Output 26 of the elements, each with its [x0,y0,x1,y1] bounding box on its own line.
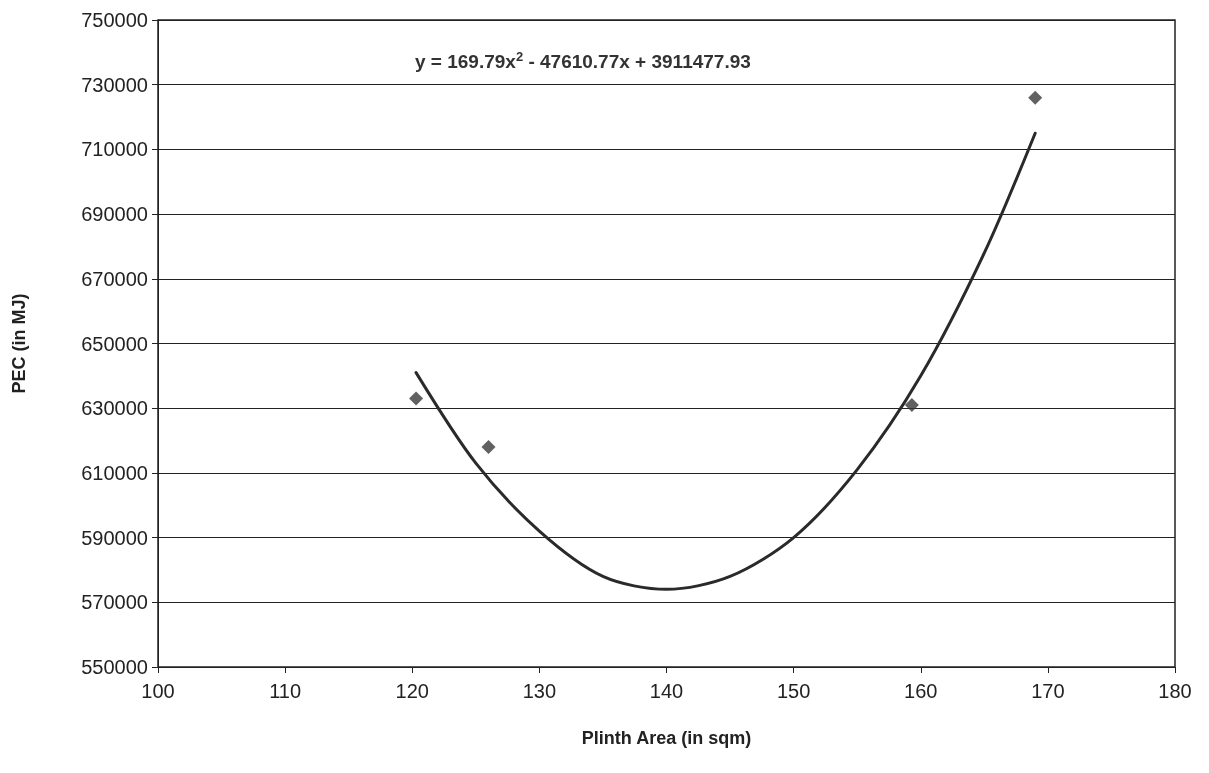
y-tick-label: 750000 [81,9,148,31]
x-tick-label: 120 [395,680,429,702]
point [904,397,919,412]
y-tick-label: 690000 [81,203,148,226]
y-tick-label: 630000 [81,397,148,420]
x-tick-label: 180 [1158,680,1192,702]
y-tick-label: 670000 [81,267,148,290]
x-tick-label: 110 [269,680,302,702]
point [409,391,424,406]
point [481,440,496,455]
y-tick-label: 570000 [81,591,148,614]
y-tick-label: 730000 [81,73,148,96]
y-tick-label: 550000 [81,656,148,678]
x-tick-label: 170 [1031,680,1065,702]
y-tick-label: 610000 [81,461,148,484]
x-axis-title: Plinth Area (in sqm) [581,728,752,748]
x-tick-label: 100 [141,680,175,702]
point [1028,90,1043,105]
x-tick-label: 160 [904,680,938,702]
y-tick-label: 710000 [81,138,148,161]
y-axis-title: PEC (in MJ) [9,293,29,394]
x-tick-label: 140 [649,680,684,702]
x-tick-label: 130 [522,680,557,702]
x-tick-label: 150 [776,680,811,702]
y-tick-label: 650000 [81,332,148,355]
y-tick-label: 590000 [81,526,148,549]
